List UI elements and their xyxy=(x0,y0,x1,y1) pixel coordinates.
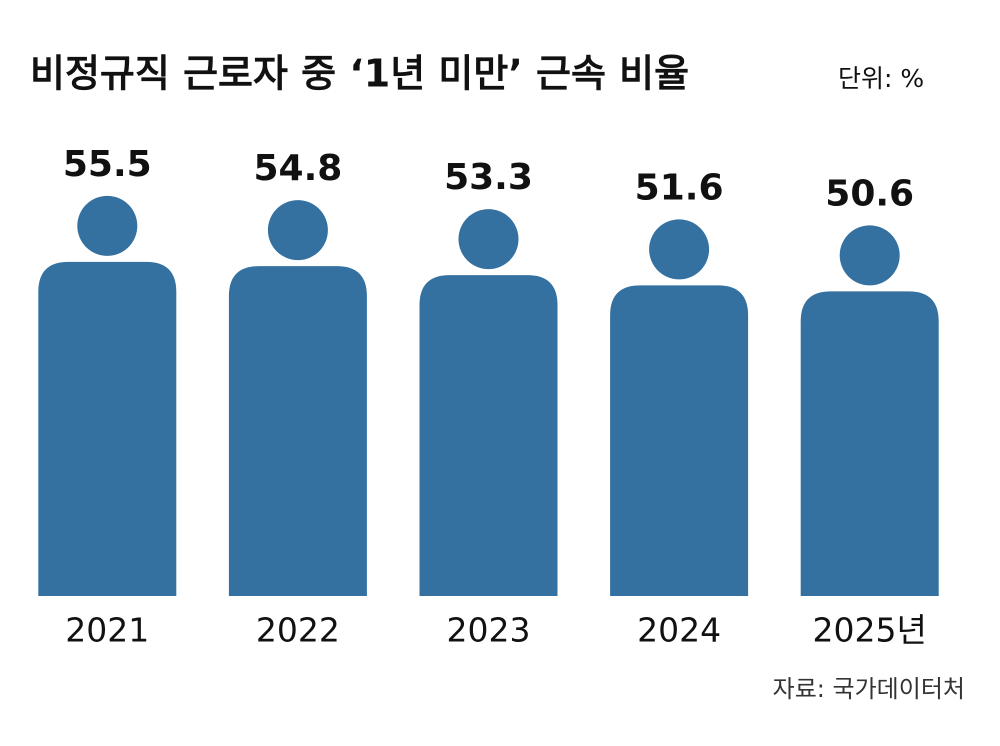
chart-title: 비정규직 근로자 중 ‘1년 미만’ 근속 비율 xyxy=(30,52,689,96)
x-tick-label: 2025년 xyxy=(813,611,927,650)
person-bar xyxy=(419,209,558,596)
x-tick-label: 2022 xyxy=(256,611,340,650)
value-label: 55.5 xyxy=(63,144,152,185)
value-label: 53.3 xyxy=(444,157,533,198)
unit-label: 단위: % xyxy=(838,64,924,93)
source: 자료: 국가데이터처 xyxy=(773,675,965,703)
person-bar xyxy=(610,219,749,596)
x-tick-label: 2024 xyxy=(637,611,721,650)
person-bar xyxy=(228,200,367,597)
x-tick-label: 2023 xyxy=(447,611,531,650)
value-label: 50.6 xyxy=(825,173,914,214)
person-bar xyxy=(800,225,939,597)
x-tick-label: 2021 xyxy=(65,611,149,650)
value-label: 54.8 xyxy=(253,148,342,189)
person-bar xyxy=(38,195,177,596)
value-label: 51.6 xyxy=(635,167,724,208)
